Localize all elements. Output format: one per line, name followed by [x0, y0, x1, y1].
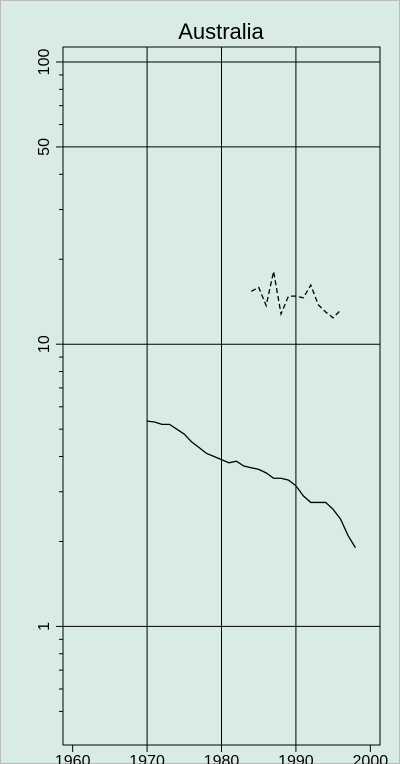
y-tick-label: 50 [36, 138, 53, 156]
x-tick-label: 1980 [204, 753, 240, 764]
series-line [250, 271, 342, 319]
y-tick-label: 100 [36, 49, 53, 76]
x-tick-label: 1970 [129, 753, 165, 764]
y-tick-label: 10 [36, 335, 53, 353]
series-line [147, 420, 356, 549]
y-tick-label: 1 [36, 622, 53, 631]
chart-title: Australia [178, 19, 264, 44]
x-tick-label: 1960 [55, 753, 91, 764]
x-tick-label: 1990 [278, 753, 314, 764]
x-tick-label: 2000 [353, 753, 389, 764]
